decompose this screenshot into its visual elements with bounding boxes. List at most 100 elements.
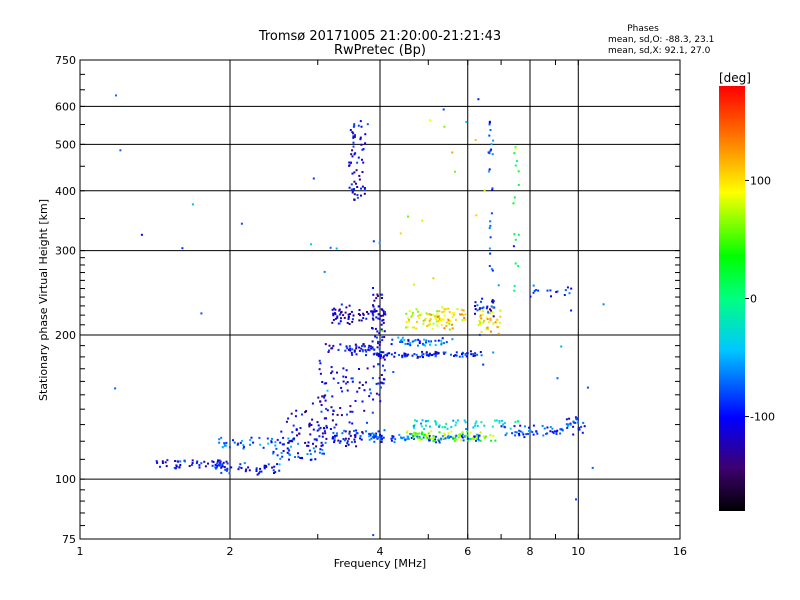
echo-point	[492, 301, 495, 304]
echo-point	[311, 418, 314, 421]
echo-point	[325, 382, 328, 385]
echo-point	[487, 311, 490, 314]
echo-point	[381, 382, 384, 385]
echo-point	[372, 318, 375, 321]
echo-point	[438, 310, 441, 313]
echo-point	[382, 436, 385, 439]
echo-point	[351, 422, 354, 425]
echo-point	[175, 464, 178, 467]
echo-point	[320, 410, 323, 413]
echo-point	[475, 439, 477, 442]
echo-point	[368, 432, 371, 435]
echo-point	[274, 441, 277, 444]
echo-point	[181, 247, 184, 250]
echo-point	[393, 355, 396, 358]
echo-point	[386, 352, 389, 355]
echo-point	[495, 318, 498, 321]
colorbar-ticks: 100 0 -100	[745, 174, 775, 424]
echo-point	[335, 247, 338, 250]
echo-point	[415, 353, 418, 356]
echo-point	[479, 307, 481, 310]
echo-point	[519, 430, 522, 433]
echo-point	[347, 318, 350, 320]
echo-point	[416, 320, 418, 323]
echo-point	[214, 463, 217, 466]
echo-point	[237, 442, 240, 445]
echo-point	[347, 437, 350, 440]
echo-point	[311, 402, 314, 405]
echo-point	[226, 468, 229, 471]
echo-point	[444, 437, 447, 440]
echo-point	[479, 439, 482, 442]
echo-point	[487, 170, 490, 173]
echo-point	[490, 268, 493, 271]
echo-point	[343, 439, 346, 442]
echo-point	[441, 337, 444, 340]
echo-point	[454, 424, 457, 427]
echo-point	[352, 189, 354, 192]
echo-point	[443, 434, 446, 437]
echo-point	[480, 330, 483, 333]
echo-point	[307, 444, 310, 447]
echo-point	[328, 349, 330, 352]
echo-point	[466, 430, 469, 433]
echo-point	[358, 387, 361, 390]
echo-point	[355, 432, 358, 435]
echo-point	[359, 136, 362, 139]
echo-point	[519, 424, 522, 427]
echo-point	[223, 443, 226, 446]
echo-point	[260, 470, 263, 473]
echo-point	[350, 351, 353, 354]
echo-point	[491, 425, 494, 428]
echo-point	[319, 362, 322, 365]
echo-point	[497, 332, 500, 335]
echo-point	[346, 413, 348, 416]
echo-point	[369, 432, 372, 435]
echo-point	[498, 321, 501, 324]
echo-point	[413, 326, 416, 329]
echo-point	[434, 420, 437, 423]
echo-point	[331, 419, 334, 422]
echo-point	[440, 319, 443, 322]
echo-point	[290, 412, 293, 415]
echo-point	[423, 338, 426, 341]
echo-point	[446, 427, 449, 430]
echo-point	[380, 434, 383, 437]
echo-point	[434, 316, 437, 319]
echo-point	[379, 386, 382, 389]
echo-point	[517, 420, 520, 423]
echo-point	[244, 470, 247, 473]
echo-point	[578, 428, 581, 431]
echo-point	[207, 462, 209, 465]
echo-point	[392, 435, 395, 438]
echo-point	[438, 315, 440, 318]
echo-point	[216, 466, 218, 469]
echo-point	[476, 433, 479, 436]
echo-point	[242, 447, 245, 450]
echo-point	[483, 189, 486, 192]
echo-point	[274, 471, 277, 474]
echo-point	[321, 432, 324, 435]
echo-point	[536, 432, 539, 435]
echo-point	[394, 438, 397, 441]
echo-point	[350, 188, 353, 191]
echo-point	[319, 372, 322, 375]
echo-point	[455, 354, 458, 357]
echo-point	[114, 387, 117, 390]
echo-point	[425, 352, 428, 355]
echo-point	[218, 438, 221, 441]
echo-point	[450, 353, 452, 356]
echo-point	[367, 312, 370, 315]
echo-point	[453, 440, 456, 442]
echo-point	[379, 341, 382, 344]
echo-point	[412, 435, 415, 438]
echo-point	[198, 464, 201, 467]
echo-point	[315, 439, 318, 442]
echo-point	[179, 460, 182, 463]
echo-point	[394, 351, 397, 354]
echo-point	[353, 124, 356, 127]
x-tick-label: 2	[227, 545, 234, 558]
echo-point	[351, 172, 354, 175]
echo-point	[365, 430, 367, 433]
echo-point	[350, 153, 353, 156]
